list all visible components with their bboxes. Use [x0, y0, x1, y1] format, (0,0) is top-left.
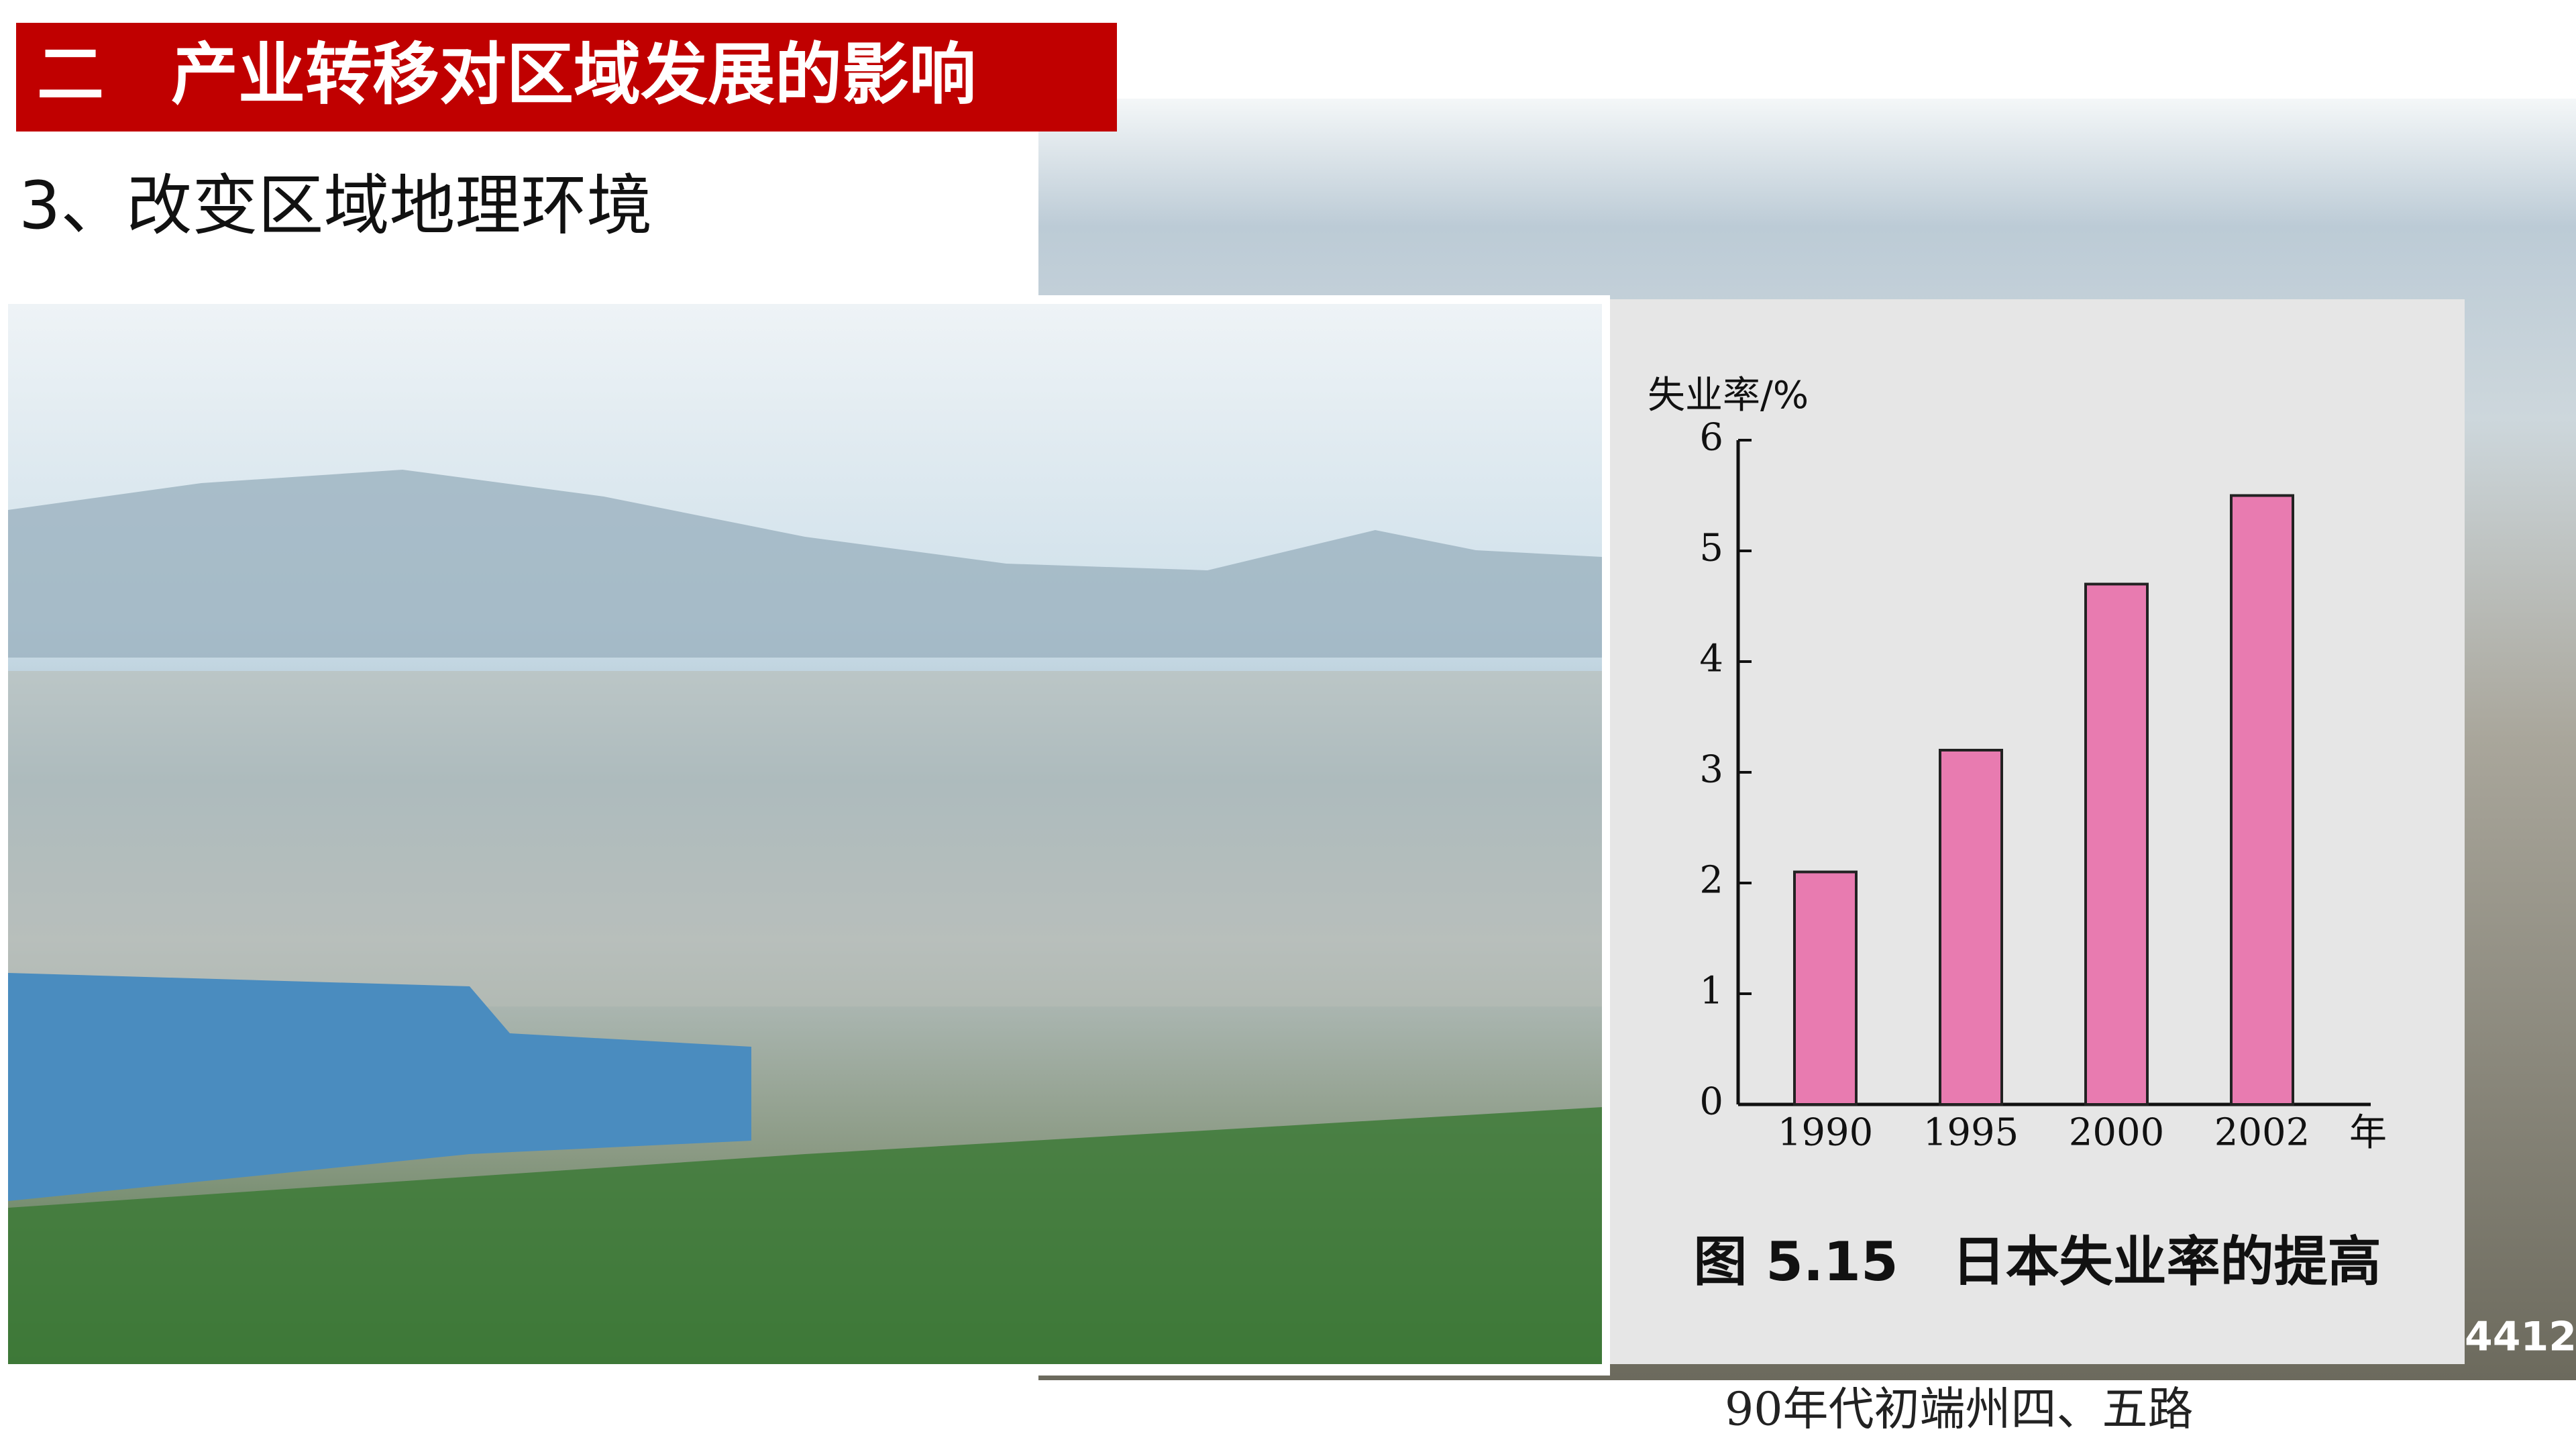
y-tick-label: 1 — [1699, 970, 1723, 1013]
chart-caption: 图 5.15 日本失业率的提高 — [1693, 1231, 2381, 1293]
x-axis-unit: 年 — [2349, 1111, 2387, 1155]
y-tick-label: 0 — [1699, 1080, 1723, 1124]
y-tick-label: 4 — [1699, 637, 1723, 681]
forest — [8, 1107, 1602, 1364]
bar — [2084, 582, 2149, 1106]
x-tick-label: 2002 — [2214, 1111, 2310, 1155]
subtitle-box — [0, 134, 1015, 283]
photo-caption: 90年代初端州四、五路 — [1725, 1384, 2194, 1437]
x-tick-label: 1995 — [1923, 1111, 2019, 1155]
chart-panel — [1610, 299, 2465, 1364]
city-area — [8, 671, 1602, 1006]
x-tick-label: 1990 — [1778, 1111, 1874, 1155]
bar — [1793, 870, 1858, 1106]
header-title: 二 产业转移对区域发展的影响 — [37, 35, 976, 113]
y-axis-label: 失业率/% — [1648, 374, 1809, 417]
subtitle: 3、改变区域地理环境 — [19, 168, 652, 244]
y-tick-label: 6 — [1699, 416, 1723, 460]
y-tick-label: 3 — [1699, 748, 1723, 792]
bar-chart: 0 1 2 3 4 5 6 1990 1995 2000 2002 — [1699, 416, 2310, 1155]
y-tick-label: 5 — [1699, 527, 1723, 570]
y-tick-label: 2 — [1699, 859, 1723, 902]
bar — [2230, 494, 2294, 1106]
x-tick-label: 2000 — [2069, 1111, 2165, 1155]
photo-watermark: 4412 — [2465, 1314, 2576, 1361]
header-box — [16, 23, 1117, 132]
mountains — [8, 470, 1602, 658]
lake — [8, 973, 751, 1201]
bar — [1939, 749, 2003, 1106]
